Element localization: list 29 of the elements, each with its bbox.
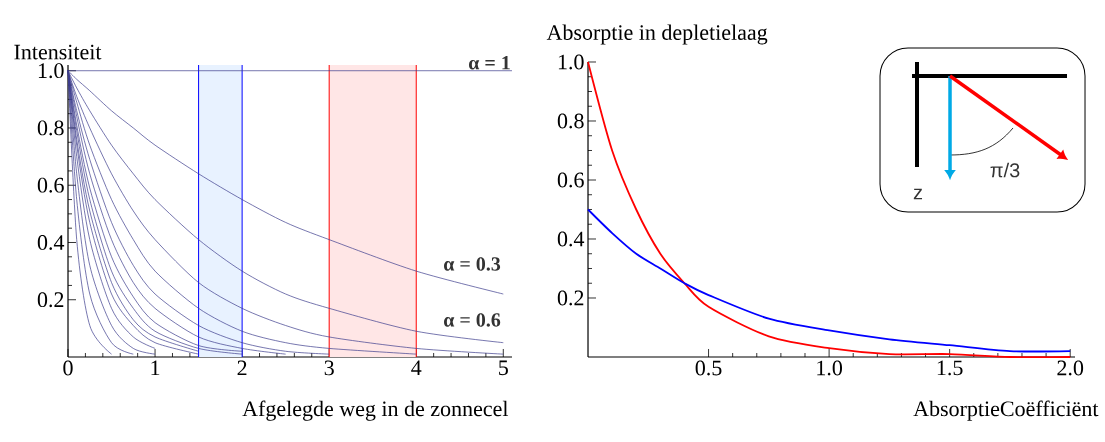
x-tick-label: 2 (237, 360, 247, 376)
y-tick-label: 0.8 (557, 113, 584, 129)
y-tick-label: 0.2 (37, 292, 64, 308)
y-tick-label: 0.6 (557, 172, 584, 188)
y-tick-label: 0.8 (37, 120, 64, 136)
x-axis-title: Afgelegde weg in de zonnecel (242, 400, 509, 421)
x-tick-label: 1.0 (817, 360, 843, 376)
y-axis-title: Absorptie in depletielaag (546, 24, 768, 45)
annotation: α = 0.3 (443, 257, 501, 271)
annotation: π/3 (990, 162, 1020, 178)
y-tick-label: 1.0 (38, 63, 64, 79)
y-axis-title: Intensiteit (14, 44, 102, 60)
x-tick-label: 5 (499, 360, 508, 376)
x-tick-label: 4 (411, 360, 422, 376)
x-tick-label: 0.5 (695, 360, 722, 376)
ref-line-label: α = 1 (468, 56, 510, 70)
x-axis-title: AbsorptieCoëfficiënt (913, 400, 1099, 421)
x-tick-label: 3 (324, 360, 334, 376)
y-tick-label: 0.4 (37, 235, 65, 250)
y-tick-label: 0.6 (37, 177, 64, 193)
y-tick-label: 0.4 (557, 231, 585, 247)
x-tick-label: 1.5 (937, 360, 963, 376)
y-tick-label: 0.2 (557, 290, 584, 306)
x-tick-label: 1 (151, 360, 160, 376)
annotation: z (913, 188, 923, 200)
x-tick-label: 0 (63, 360, 73, 376)
x-tick-label: 2.0 (1057, 360, 1084, 376)
y-tick-label: 1.0 (558, 54, 584, 70)
annotation: α = 0.6 (443, 313, 501, 327)
